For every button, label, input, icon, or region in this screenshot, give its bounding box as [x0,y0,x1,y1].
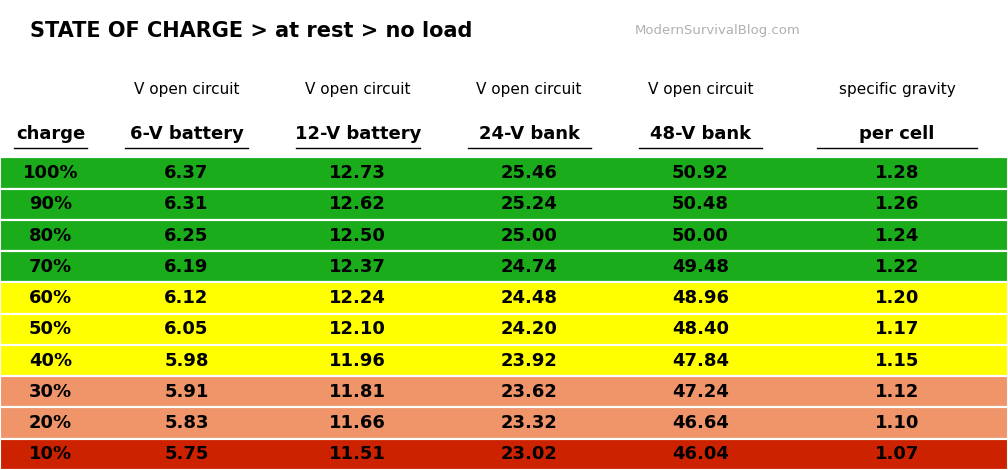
Text: 23.32: 23.32 [501,414,557,432]
Text: 12-V battery: 12-V battery [294,125,421,143]
Text: 46.04: 46.04 [672,446,729,463]
Text: V open circuit: V open circuit [134,82,239,97]
Text: 60%: 60% [29,289,72,307]
FancyBboxPatch shape [0,251,1008,282]
Text: 25.24: 25.24 [501,196,557,213]
Text: 46.64: 46.64 [672,414,729,432]
Text: specific gravity: specific gravity [839,82,956,97]
Text: 5.75: 5.75 [164,446,209,463]
Text: 100%: 100% [22,164,79,182]
Text: 12.73: 12.73 [330,164,386,182]
Text: 1.10: 1.10 [875,414,919,432]
Text: V open circuit: V open circuit [648,82,753,97]
Text: charge: charge [16,125,85,143]
Text: 6.31: 6.31 [164,196,209,213]
FancyBboxPatch shape [0,282,1008,314]
Text: 1.26: 1.26 [875,196,919,213]
Text: 12.62: 12.62 [330,196,386,213]
Text: 1.15: 1.15 [875,352,919,369]
Text: 1.07: 1.07 [875,446,919,463]
Text: 6.19: 6.19 [164,258,209,276]
Text: ModernSurvivalBlog.com: ModernSurvivalBlog.com [635,24,800,37]
Text: 20%: 20% [29,414,72,432]
Text: 23.62: 23.62 [501,383,557,401]
Text: 6-V battery: 6-V battery [130,125,243,143]
Text: 70%: 70% [29,258,72,276]
Text: 24-V bank: 24-V bank [479,125,580,143]
FancyBboxPatch shape [0,439,1008,470]
Text: 1.22: 1.22 [875,258,919,276]
Text: V open circuit: V open circuit [477,82,582,97]
Text: 24.48: 24.48 [501,289,557,307]
FancyBboxPatch shape [0,314,1008,345]
Text: 1.20: 1.20 [875,289,919,307]
Text: 48.96: 48.96 [672,289,729,307]
Text: 5.91: 5.91 [164,383,209,401]
Text: 6.25: 6.25 [164,227,209,244]
Text: 23.02: 23.02 [501,446,557,463]
Text: 50%: 50% [29,321,72,338]
Text: 11.81: 11.81 [330,383,386,401]
FancyBboxPatch shape [0,188,1008,220]
Text: 30%: 30% [29,383,72,401]
Text: 24.20: 24.20 [501,321,557,338]
FancyBboxPatch shape [0,220,1008,251]
Text: 25.46: 25.46 [501,164,557,182]
Text: 1.12: 1.12 [875,383,919,401]
Text: 1.28: 1.28 [875,164,919,182]
Text: 1.24: 1.24 [875,227,919,244]
Text: 48.40: 48.40 [672,321,729,338]
FancyBboxPatch shape [0,157,1008,188]
Text: 6.05: 6.05 [164,321,209,338]
FancyBboxPatch shape [0,345,1008,376]
Text: 47.24: 47.24 [672,383,729,401]
Text: 12.10: 12.10 [330,321,386,338]
Text: 24.74: 24.74 [501,258,557,276]
Text: STATE OF CHARGE > at rest > no load: STATE OF CHARGE > at rest > no load [30,21,473,41]
Text: 6.37: 6.37 [164,164,209,182]
Text: 50.00: 50.00 [672,227,729,244]
Text: 47.84: 47.84 [672,352,729,369]
Text: 40%: 40% [29,352,72,369]
Text: 80%: 80% [29,227,72,244]
Text: 48-V bank: 48-V bank [650,125,751,143]
Text: per cell: per cell [860,125,934,143]
Text: 25.00: 25.00 [501,227,557,244]
FancyBboxPatch shape [0,376,1008,407]
FancyBboxPatch shape [0,407,1008,439]
Text: 12.50: 12.50 [330,227,386,244]
Text: V open circuit: V open circuit [305,82,410,97]
Text: 50.92: 50.92 [672,164,729,182]
Text: 6.12: 6.12 [164,289,209,307]
Text: 49.48: 49.48 [672,258,729,276]
Text: 12.24: 12.24 [330,289,386,307]
Text: 90%: 90% [29,196,72,213]
Text: 10%: 10% [29,446,72,463]
Text: 1.17: 1.17 [875,321,919,338]
Text: 50.48: 50.48 [672,196,729,213]
Text: 5.98: 5.98 [164,352,209,369]
Text: 23.92: 23.92 [501,352,557,369]
Text: 11.66: 11.66 [330,414,386,432]
Text: 11.96: 11.96 [330,352,386,369]
Text: 11.51: 11.51 [330,446,386,463]
Text: 5.83: 5.83 [164,414,209,432]
Text: 12.37: 12.37 [330,258,386,276]
